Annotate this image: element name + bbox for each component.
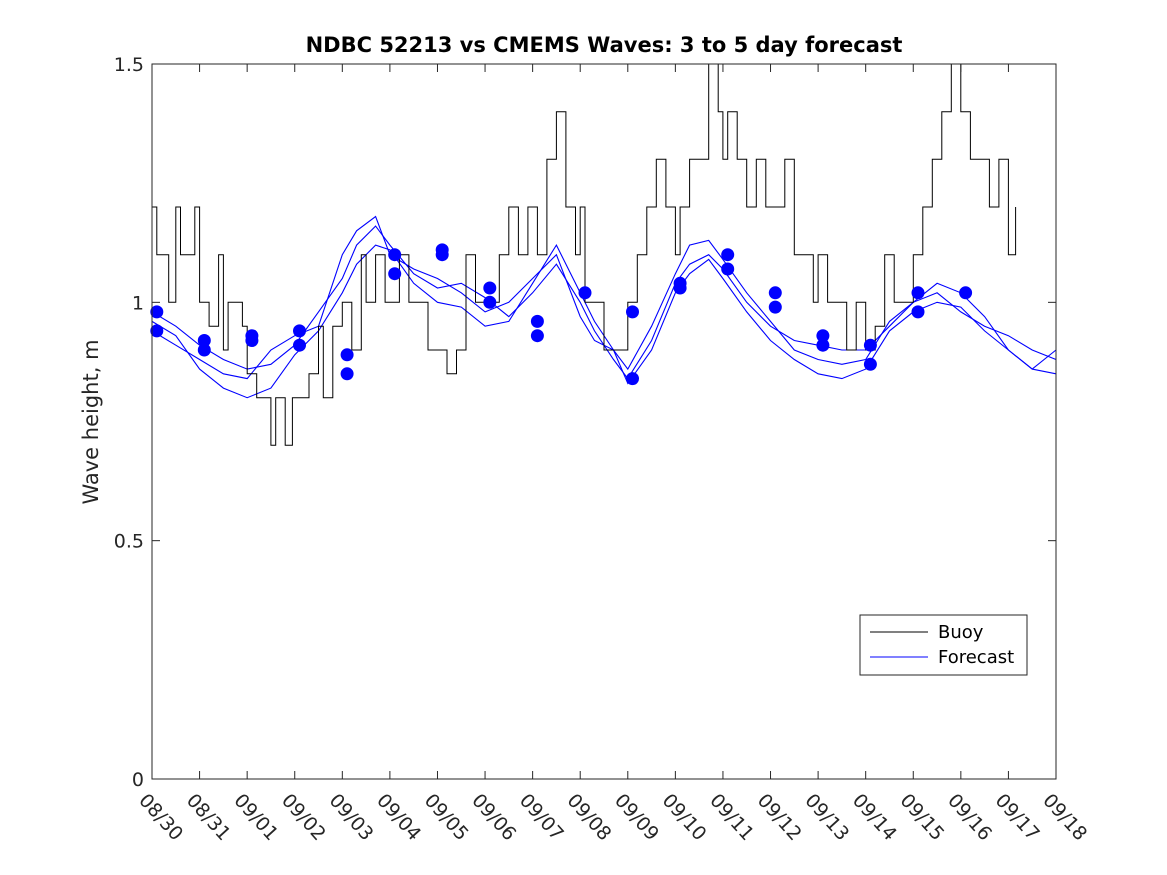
forecast-marker (911, 286, 925, 300)
x-tick-label: 08/31 (182, 790, 235, 845)
legend-box (859, 614, 1028, 676)
forecast-marker (721, 262, 735, 276)
y-tick-label: 0.5 (114, 531, 144, 553)
forecast-marker (340, 367, 354, 381)
forecast-marker (435, 248, 449, 262)
x-tick-label: 09/07 (515, 790, 568, 845)
forecast-marker (293, 324, 306, 338)
y-axis-label: Wave height, m (79, 339, 103, 504)
forecast-marker (483, 281, 497, 295)
forecast-marker (388, 267, 402, 281)
legend-buoy-label: Buoy (938, 622, 984, 643)
legend: Buoy Forecast (859, 614, 1028, 676)
x-tick-label: 09/12 (753, 790, 806, 845)
forecast-marker (768, 300, 782, 314)
x-tick-label: 09/08 (562, 790, 615, 845)
y-tick-label: 1 (132, 292, 144, 314)
x-tick-label: 09/06 (467, 790, 520, 845)
forecast-marker (816, 338, 830, 352)
forecast-marker (388, 248, 402, 262)
x-tick-label: 08/30 (134, 790, 187, 845)
forecast-marker (293, 338, 306, 352)
forecast-marker (197, 334, 211, 347)
legend-forecast-label: Forecast (938, 647, 1014, 668)
x-tick-label: 09/16 (943, 790, 996, 845)
forecast-marker (626, 372, 639, 386)
forecast-marker (150, 305, 164, 319)
forecast-marker (245, 334, 259, 347)
forecast-marker (626, 305, 639, 319)
marker-layer (150, 243, 973, 386)
chart-title: NDBC 52213 vs CMEMS Waves: 3 to 5 day fo… (306, 33, 903, 57)
x-tick-label: 09/03 (325, 790, 378, 845)
x-tick-label: 09/13 (800, 790, 853, 845)
x-tick-label: 09/01 (229, 790, 282, 845)
forecast-marker (673, 281, 687, 295)
x-tick-label: 09/04 (372, 790, 425, 845)
forecast-marker (150, 324, 164, 338)
forecast-marker (816, 329, 830, 343)
buoy-line (152, 63, 1017, 446)
forecast-marker (340, 348, 354, 362)
forecast-marker (863, 338, 877, 352)
x-tick-label: 09/14 (848, 790, 901, 845)
forecast-marker (483, 295, 497, 309)
forecast-marker (530, 329, 544, 343)
axes-box (151, 63, 1057, 780)
x-tick-label: 09/18 (1038, 790, 1091, 845)
forecast-marker (530, 314, 544, 328)
forecast-marker (768, 286, 782, 300)
x-tick-label: 09/02 (277, 790, 330, 845)
forecast-marker (197, 343, 211, 357)
series-layer (151, 63, 1057, 446)
y-tick-label: 0 (132, 769, 144, 791)
forecast-marker (911, 305, 925, 319)
x-tick-label: 09/09 (610, 790, 663, 845)
x-tick-label: 09/10 (658, 790, 711, 845)
x-tick-label: 09/15 (896, 790, 949, 845)
y-tick-label: 1.5 (114, 54, 144, 76)
x-tick-label: 09/17 (991, 790, 1044, 845)
forecast-marker (578, 286, 592, 300)
forecast-marker (959, 286, 973, 300)
x-tick-label: 09/05 (420, 790, 473, 845)
forecast-marker (721, 248, 735, 262)
forecast-marker (863, 357, 877, 371)
x-tick-label: 09/11 (705, 790, 758, 845)
